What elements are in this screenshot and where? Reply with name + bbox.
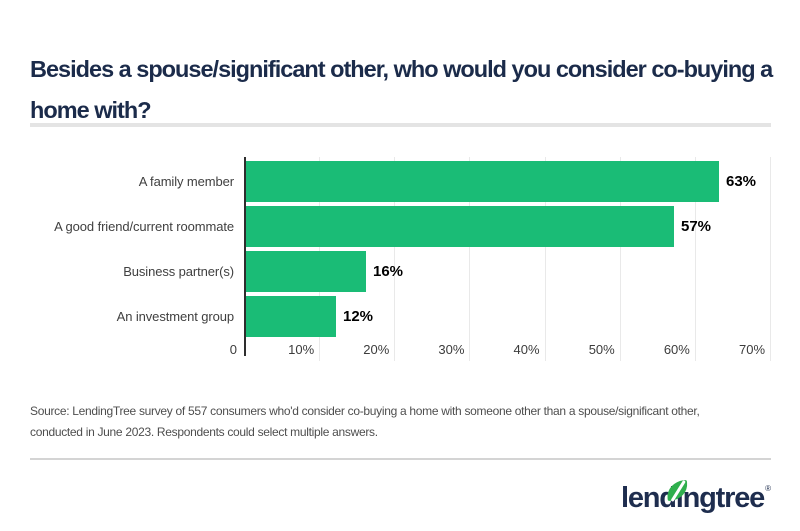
value-label: 16%: [373, 263, 404, 280]
logo-text-after: ngtree: [682, 482, 766, 514]
axis-tick-label: 60%: [663, 342, 690, 357]
category-label: A family member: [138, 174, 234, 189]
gridline: [394, 157, 396, 361]
footer-divider: [30, 458, 771, 460]
bar: [246, 251, 366, 292]
axis-tick-label: 30%: [438, 342, 465, 357]
axis-tick-label: 20%: [363, 342, 390, 357]
axis-tick-label: 50%: [588, 342, 615, 357]
bar: [246, 161, 719, 202]
category-label: An investment group: [116, 309, 234, 324]
source-note-line2: conducted in June 2023. Respondents coul…: [30, 425, 378, 439]
gridline: [694, 157, 696, 361]
category-label: A good friend/current roommate: [54, 219, 234, 234]
category-label: Business partner(s): [123, 264, 234, 279]
logo-dotless-i: ı: [675, 482, 684, 514]
chart-row: Business partner(s) 16%: [0, 251, 800, 292]
axis-tick-label: 70%: [738, 342, 766, 357]
chart-row: An investment group 12%: [0, 296, 800, 337]
bar: [246, 296, 336, 337]
axis-tick-label: 10%: [288, 342, 315, 357]
chart-title-line2: home with?: [30, 96, 152, 123]
chart-title: Besides a spouse/significant other, who …: [30, 49, 780, 131]
chart-row: A good friend/current roommate 57%: [0, 206, 800, 247]
value-label: 63%: [726, 173, 757, 190]
logo-letter-i: ı: [666, 479, 689, 515]
source-note: Source: LendingTree survey of 557 consum…: [30, 401, 775, 443]
source-note-line1: Source: LendingTree survey of 557 consum…: [30, 404, 700, 418]
bar-chart: 0 10% 20% 30% 40% 50% 60% 70% A family member 63%…: [0, 157, 800, 367]
title-divider: [30, 123, 771, 127]
gridline: [770, 157, 771, 361]
gridline: [544, 157, 546, 361]
chart-title-line1: Besides a spouse/significant other, who …: [30, 55, 773, 82]
lendingtree-logo: lendı ngtree®: [621, 479, 771, 522]
value-label: 57%: [681, 218, 712, 235]
gridline: [619, 157, 621, 361]
gridline: [469, 157, 471, 361]
registered-trademark-icon: ®: [765, 484, 771, 493]
zero-axis-line: [244, 157, 246, 356]
bar: [246, 206, 674, 247]
chart-row: A family member 63%: [0, 161, 800, 202]
value-label: 12%: [343, 308, 374, 325]
axis-tick-label: 0: [229, 342, 237, 357]
axis-tick-label: 40%: [513, 342, 540, 357]
